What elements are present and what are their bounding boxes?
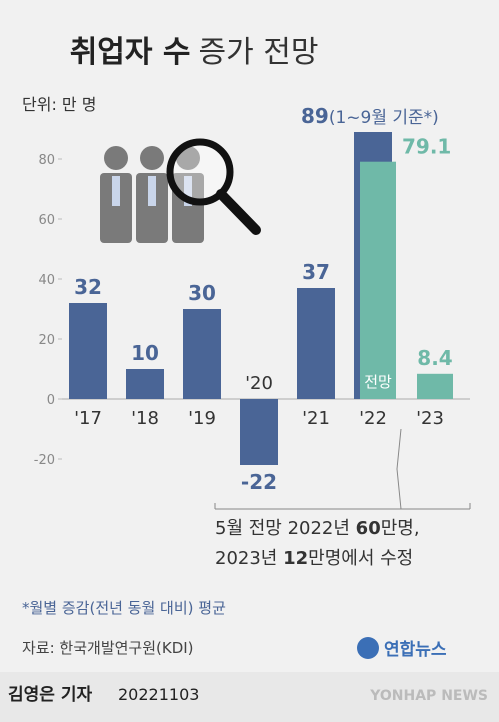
y-tick-label: -20 — [34, 453, 55, 468]
callout-line — [214, 428, 471, 510]
note-emphasis: 12 — [283, 548, 308, 569]
logo: 연합뉴스 — [357, 637, 447, 660]
bar — [417, 373, 453, 399]
note-text: 5월 전망 2022년 — [215, 518, 356, 539]
value-label: 32 — [74, 275, 102, 299]
unit-label: 단위: 만 명 — [22, 95, 96, 114]
series-label: 전망 — [364, 373, 392, 391]
value-label: 8.4 — [417, 346, 452, 370]
x-tick-label: '18 — [131, 408, 159, 429]
title-light: 증가 전망 — [199, 35, 319, 70]
note-text: 만명, — [381, 518, 420, 539]
note-text: 만명에서 수정 — [308, 548, 413, 569]
x-tick-label: '22 — [359, 408, 387, 429]
icon — [100, 138, 261, 243]
x-tick-label: '23 — [416, 408, 444, 429]
y-tick-label: 80 — [38, 153, 55, 168]
note-emphasis: 60 — [356, 518, 381, 539]
x-tick-label: '21 — [302, 408, 330, 429]
title-bold: 취업자 수 — [70, 35, 191, 70]
value-label: -22 — [241, 470, 277, 494]
bar — [69, 303, 107, 399]
value-label: 30 — [188, 281, 216, 305]
y-tick-label: 40 — [38, 273, 55, 288]
value-label: 37 — [302, 260, 330, 284]
footer-band — [0, 672, 499, 722]
watermark: YONHAP NEWS — [369, 688, 488, 704]
bar — [126, 369, 164, 399]
bar — [360, 161, 396, 399]
note-text: 2023년 — [215, 548, 283, 569]
chart-title: 취업자 수 증가 전망 — [22, 35, 347, 70]
byline: 김영은 기자 — [8, 685, 92, 705]
value-label: 89(1~9월 기준*) — [301, 104, 439, 128]
y-tick-label: 60 — [38, 213, 55, 228]
logo-text: 연합뉴스 — [384, 639, 447, 660]
value-label: 79.1 — [402, 135, 451, 159]
bar — [297, 288, 335, 399]
source: 자료: 한국개발연구원(KDI) — [22, 639, 194, 657]
value-label: 10 — [131, 341, 159, 365]
y-tick-label: 0 — [47, 393, 55, 408]
x-tick-label: '17 — [74, 408, 102, 429]
bar — [183, 309, 221, 399]
x-tick-label: '19 — [188, 408, 216, 429]
bar — [240, 399, 278, 465]
footnote: *월별 증감(전년 동월 대비) 평균 — [22, 599, 226, 617]
date: 20221103 — [118, 685, 199, 704]
x-tick-label: '20 — [245, 373, 273, 394]
annotation: (1~9월 기준*) — [329, 108, 439, 128]
value-label-number: 89 — [301, 104, 329, 128]
y-tick-label: 20 — [38, 333, 55, 348]
note-line: 2023년 12만명에서 수정 — [215, 548, 413, 569]
note-line: 5월 전망 2022년 60만명, — [215, 518, 420, 539]
